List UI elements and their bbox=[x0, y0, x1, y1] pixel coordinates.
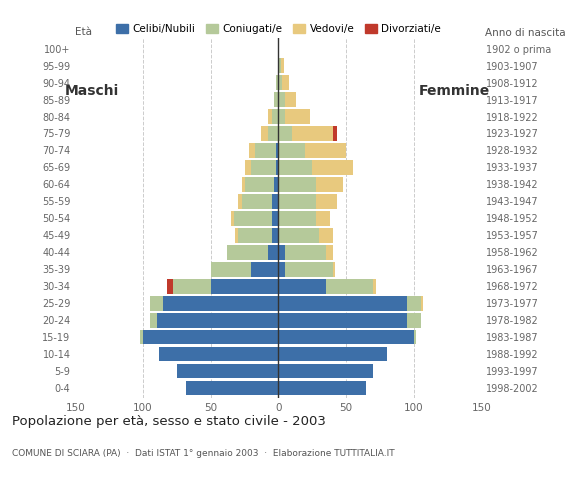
Text: COMUNE DI SCIARA (PA)  ·  Dati ISTAT 1° gennaio 2003  ·  Elaborazione TUTTITALIA: COMUNE DI SCIARA (PA) · Dati ISTAT 1° ge… bbox=[12, 449, 394, 458]
Bar bbox=[143, 330, 278, 345]
Bar bbox=[242, 194, 271, 209]
Bar bbox=[414, 330, 416, 345]
Bar bbox=[261, 126, 267, 141]
Bar bbox=[278, 347, 387, 361]
Bar bbox=[285, 245, 326, 260]
Bar bbox=[407, 296, 420, 311]
Bar bbox=[285, 109, 310, 124]
Bar bbox=[285, 262, 332, 276]
Bar bbox=[251, 160, 276, 175]
Bar bbox=[282, 75, 289, 90]
Bar bbox=[164, 296, 278, 311]
Bar bbox=[326, 279, 373, 294]
Bar bbox=[140, 330, 143, 345]
Bar bbox=[316, 177, 343, 192]
Bar bbox=[278, 330, 414, 345]
Bar bbox=[267, 245, 278, 260]
Bar bbox=[407, 313, 420, 327]
Bar bbox=[276, 160, 278, 175]
Bar bbox=[373, 279, 376, 294]
Bar bbox=[316, 211, 330, 226]
Text: Anno di nascita: Anno di nascita bbox=[485, 28, 566, 38]
Bar bbox=[173, 279, 211, 294]
Bar bbox=[157, 313, 278, 327]
Bar bbox=[278, 279, 326, 294]
Bar bbox=[285, 92, 296, 107]
Bar bbox=[278, 381, 367, 396]
Bar bbox=[278, 211, 316, 226]
Bar bbox=[177, 364, 278, 378]
Bar bbox=[278, 228, 319, 242]
Bar bbox=[326, 245, 332, 260]
Bar bbox=[150, 296, 164, 311]
Bar bbox=[319, 228, 332, 242]
Bar bbox=[245, 177, 274, 192]
Bar bbox=[281, 59, 284, 73]
Bar bbox=[278, 262, 285, 276]
Text: Femmine: Femmine bbox=[419, 84, 490, 98]
Bar bbox=[278, 92, 285, 107]
Bar bbox=[150, 313, 157, 327]
Bar bbox=[271, 194, 278, 209]
Bar bbox=[292, 126, 332, 141]
Bar bbox=[186, 381, 278, 396]
Bar bbox=[255, 143, 276, 158]
Bar bbox=[249, 143, 255, 158]
Bar bbox=[231, 211, 234, 226]
Text: Popolazione per età, sesso e stato civile - 2003: Popolazione per età, sesso e stato civil… bbox=[12, 415, 325, 428]
Bar bbox=[160, 347, 278, 361]
Bar bbox=[278, 143, 306, 158]
Bar bbox=[168, 279, 173, 294]
Bar bbox=[267, 109, 271, 124]
Bar bbox=[242, 177, 245, 192]
Bar bbox=[211, 262, 251, 276]
Bar bbox=[274, 92, 278, 107]
Bar bbox=[276, 143, 278, 158]
Text: Età: Età bbox=[75, 27, 92, 36]
Bar bbox=[234, 211, 271, 226]
Bar bbox=[271, 109, 278, 124]
Bar bbox=[278, 245, 285, 260]
Bar bbox=[227, 245, 267, 260]
Bar bbox=[238, 228, 271, 242]
Bar bbox=[274, 177, 278, 192]
Bar bbox=[238, 194, 242, 209]
Legend: Celibi/Nubili, Coniugati/e, Vedovi/e, Divorziati/e: Celibi/Nubili, Coniugati/e, Vedovi/e, Di… bbox=[111, 20, 445, 38]
Bar bbox=[271, 228, 278, 242]
Text: Maschi: Maschi bbox=[64, 84, 119, 98]
Bar bbox=[332, 126, 336, 141]
Bar bbox=[278, 177, 316, 192]
Bar bbox=[278, 194, 316, 209]
Bar bbox=[278, 160, 312, 175]
Bar bbox=[211, 279, 278, 294]
Bar bbox=[251, 262, 278, 276]
Bar bbox=[271, 211, 278, 226]
Bar bbox=[306, 143, 346, 158]
Bar bbox=[332, 262, 335, 276]
Bar bbox=[278, 75, 282, 90]
Bar bbox=[278, 313, 407, 327]
Bar bbox=[245, 160, 251, 175]
Bar bbox=[312, 160, 353, 175]
Bar bbox=[316, 194, 336, 209]
Bar bbox=[276, 75, 278, 90]
Bar bbox=[278, 109, 285, 124]
Bar bbox=[267, 126, 278, 141]
Bar bbox=[278, 364, 373, 378]
Bar bbox=[420, 296, 423, 311]
Bar bbox=[278, 296, 407, 311]
Bar bbox=[278, 59, 281, 73]
Bar bbox=[278, 126, 292, 141]
Bar bbox=[235, 228, 238, 242]
